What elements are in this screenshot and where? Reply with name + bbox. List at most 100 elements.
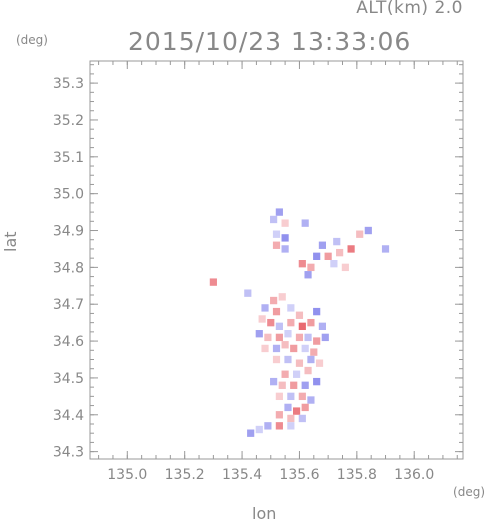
data-cell xyxy=(281,370,289,378)
x-tick-label: 135.2 xyxy=(165,467,205,483)
data-cell xyxy=(295,311,304,319)
data-cell xyxy=(301,344,309,353)
x-axis-label: lon xyxy=(252,504,277,523)
data-cell xyxy=(313,252,321,260)
data-cell xyxy=(307,318,315,327)
data-cell xyxy=(298,414,306,423)
data-cell xyxy=(321,333,329,342)
data-cell xyxy=(281,219,289,227)
data-cell xyxy=(270,296,278,305)
data-cell xyxy=(298,260,306,268)
y-tick-label: 34.3 xyxy=(53,445,84,461)
data-cell xyxy=(247,429,255,437)
data-cell xyxy=(275,411,283,419)
y-tick-label: 35.0 xyxy=(53,187,84,203)
data-cell xyxy=(272,307,281,316)
x-tick-label: 135.4 xyxy=(222,467,262,483)
data-cell xyxy=(275,322,283,331)
altitude-label: ALT(km) 2.0 xyxy=(356,0,463,18)
data-cell xyxy=(275,208,283,216)
data-cells xyxy=(209,208,390,437)
y-tick-label: 35.1 xyxy=(53,150,84,166)
data-cell xyxy=(275,333,283,342)
data-cell xyxy=(295,333,304,342)
data-cell xyxy=(264,422,272,430)
data-cell xyxy=(304,333,312,342)
data-cell xyxy=(347,245,355,253)
data-cell xyxy=(307,355,315,364)
data-cell xyxy=(290,344,298,353)
data-cell xyxy=(209,278,217,286)
data-cell xyxy=(304,366,312,375)
data-cell xyxy=(287,414,295,423)
data-cell xyxy=(270,215,278,224)
data-cell xyxy=(255,425,263,434)
data-cell xyxy=(313,337,321,345)
data-cell xyxy=(310,348,318,356)
data-cell xyxy=(278,293,286,301)
data-cell xyxy=(244,289,252,297)
y-tick-label: 34.9 xyxy=(53,224,84,240)
data-cell xyxy=(290,381,298,389)
data-cell xyxy=(298,392,306,401)
data-cell xyxy=(267,318,275,327)
x-axis-unit: (deg) xyxy=(453,485,485,499)
data-cell xyxy=(292,370,301,378)
y-tick-label: 34.4 xyxy=(53,408,84,424)
data-cell xyxy=(307,263,315,272)
data-cell xyxy=(315,359,324,367)
timestamp-title: 2015/10/23 13:33:06 xyxy=(128,27,412,56)
y-tick-label: 34.5 xyxy=(53,371,84,387)
y-axis-unit: (deg) xyxy=(16,33,48,47)
data-cell xyxy=(278,381,286,389)
data-cell xyxy=(272,241,281,249)
data-cell xyxy=(318,241,326,249)
data-cell xyxy=(287,392,295,401)
data-cell xyxy=(272,344,281,353)
data-cell xyxy=(287,318,295,327)
plot-frame xyxy=(89,60,464,460)
x-tick-label: 135.6 xyxy=(279,467,319,483)
data-cell xyxy=(301,219,309,227)
data-cell xyxy=(272,230,281,238)
data-cell xyxy=(258,315,266,323)
data-cell xyxy=(281,234,289,242)
x-tick-label: 135.8 xyxy=(337,467,377,483)
data-cell xyxy=(333,237,341,246)
y-tick-label: 34.8 xyxy=(53,260,84,276)
data-cell xyxy=(301,403,309,412)
x-tick-label: 135.0 xyxy=(107,467,147,483)
data-cell xyxy=(261,304,269,312)
data-cell xyxy=(264,333,272,342)
data-cell xyxy=(304,271,312,279)
data-cell xyxy=(301,381,309,389)
x-tick-label: 136.0 xyxy=(394,467,434,483)
data-cell xyxy=(270,377,278,386)
data-cell xyxy=(284,330,292,338)
data-cell xyxy=(287,422,295,430)
data-cell xyxy=(324,252,332,260)
axis-ticks: 135.0 135.2 135.4 135.6 135.8 136.0 34.3 34.4 34… xyxy=(53,61,463,483)
data-cell xyxy=(275,422,283,430)
data-cell xyxy=(298,322,306,331)
data-cell xyxy=(295,359,304,367)
data-cell xyxy=(381,245,390,253)
y-tick-label: 35.3 xyxy=(53,76,84,92)
data-cell xyxy=(364,226,372,235)
data-cell xyxy=(292,407,301,415)
y-tick-label: 35.2 xyxy=(53,113,84,129)
data-cell xyxy=(313,307,321,316)
data-cell xyxy=(287,304,295,312)
data-cell xyxy=(356,230,364,238)
data-cell xyxy=(281,341,289,349)
data-cell xyxy=(281,245,289,253)
data-cell xyxy=(313,377,321,386)
data-cell xyxy=(272,355,281,364)
data-cell xyxy=(275,392,283,401)
y-tick-label: 34.6 xyxy=(53,334,84,350)
data-cell xyxy=(341,263,349,272)
data-cell xyxy=(284,355,292,364)
data-cell xyxy=(255,330,263,338)
data-cell xyxy=(284,403,292,412)
